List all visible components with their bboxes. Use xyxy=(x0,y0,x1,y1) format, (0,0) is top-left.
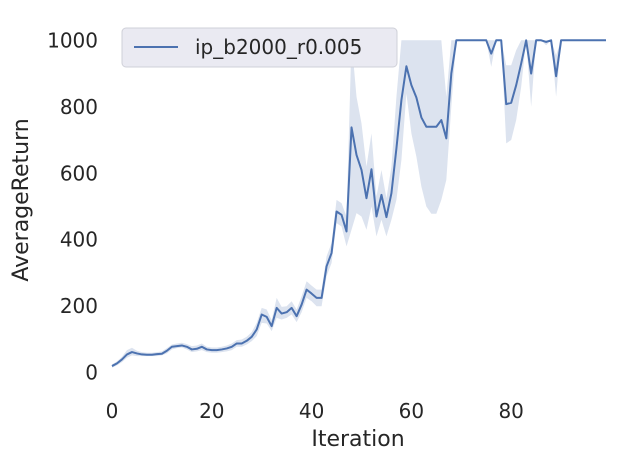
series-band-0 xyxy=(112,40,606,368)
x-tick-labels: 0 20 40 60 80 xyxy=(106,399,524,423)
x-tick-label: 40 xyxy=(299,399,324,423)
y-tick-label: 1000 xyxy=(47,28,98,52)
legend-box xyxy=(121,27,398,68)
y-tick-label: 0 xyxy=(85,361,98,385)
x-tick-label: 20 xyxy=(199,399,224,423)
confidence-band-layer xyxy=(112,40,606,368)
legend: ip_b2000_r0.005 xyxy=(121,27,398,68)
x-tick-label: 60 xyxy=(399,399,424,423)
y-tick-label: 800 xyxy=(60,95,98,119)
x-tick-label: 0 xyxy=(106,399,119,423)
y-tick-labels: 0 200 400 600 800 1000 xyxy=(47,28,98,384)
legend-label: ip_b2000_r0.005 xyxy=(195,35,362,59)
x-axis-title: Iteration xyxy=(311,427,404,452)
y-tick-label: 200 xyxy=(60,294,98,318)
x-tick-label: 80 xyxy=(498,399,523,423)
y-tick-label: 600 xyxy=(60,161,98,185)
series-line-layer xyxy=(111,39,606,367)
y-axis-title: AverageReturn xyxy=(9,118,34,281)
y-tick-label: 400 xyxy=(60,228,98,252)
series-line-0 xyxy=(111,39,606,367)
